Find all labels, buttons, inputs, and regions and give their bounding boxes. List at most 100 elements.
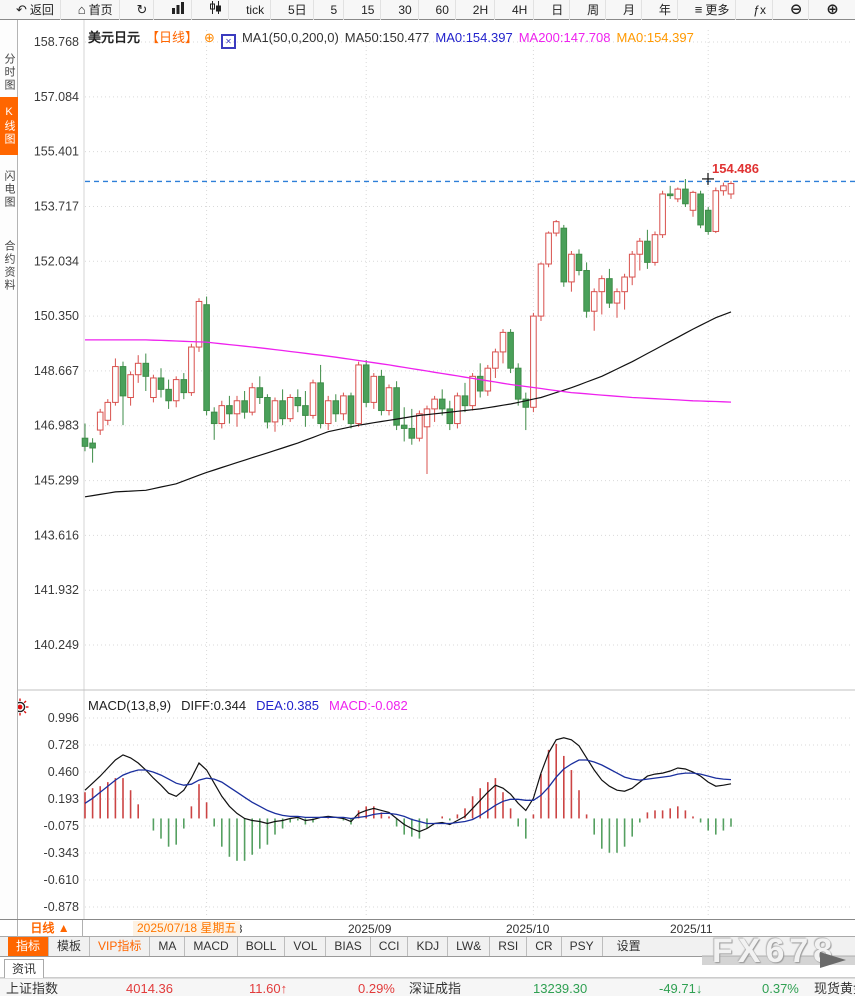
candle xyxy=(530,312,537,413)
period-week-button[interactable]: 周 xyxy=(581,0,607,20)
sidebar-item-time-chart[interactable]: 分时图 xyxy=(3,52,15,92)
macd-tick-label: 0.728 xyxy=(48,738,79,752)
candle xyxy=(568,250,575,292)
indicator-toolbar: 指标 模板 VIP指标 MA MACD BOLL VOL BIAS CCI KDJ LW& RSI CR… xyxy=(0,937,855,957)
ticker-change[interactable]: -49.71↓ xyxy=(659,981,703,996)
home-button[interactable]: ⌂ 首页 xyxy=(72,0,120,20)
candle xyxy=(104,399,112,426)
crosshair-date-tooltip: 2025/07/18 星期五 xyxy=(133,921,241,936)
ticker-change[interactable]: 11.60↑ xyxy=(249,981,288,996)
candle xyxy=(507,329,514,374)
ticker-name[interactable]: 上证指数 xyxy=(6,981,59,996)
period-tick-button[interactable]: tick xyxy=(240,0,272,20)
candle xyxy=(674,187,682,203)
candle xyxy=(180,373,188,400)
back-button[interactable]: ↶ 返回 xyxy=(10,0,61,20)
fx-function-button[interactable]: ƒx xyxy=(747,0,773,20)
period-2h-button-label: 2H xyxy=(472,2,489,17)
candle xyxy=(264,394,271,429)
y-axis-tick-label: 143.616 xyxy=(34,528,79,542)
indicator-tab-MACD[interactable]: MACD xyxy=(185,937,238,956)
candle xyxy=(317,364,324,429)
y-axis-tick-label: 146.983 xyxy=(34,419,79,433)
indicator-tab-BOLL[interactable]: BOLL xyxy=(238,937,286,956)
indicator-tab-KDJ[interactable]: KDJ xyxy=(408,937,449,956)
candle xyxy=(142,353,150,391)
candle xyxy=(476,363,484,398)
indicator-tab-指标[interactable]: 指标 xyxy=(8,937,50,956)
symbol-name: 美元日元 xyxy=(88,30,141,45)
candle xyxy=(461,382,469,413)
ticker-name[interactable]: 深证成指 xyxy=(409,981,462,996)
indicator-tab-CCI[interactable]: CCI xyxy=(371,937,409,956)
period-tick-button-label: tick xyxy=(246,2,265,17)
macd-dea-line xyxy=(84,759,732,825)
candle xyxy=(613,288,621,318)
crosshair-icon xyxy=(702,172,714,185)
candle xyxy=(575,249,583,276)
add-indicator-icon[interactable]: ⊕ xyxy=(204,30,215,45)
fx-function-button-label: ƒx xyxy=(753,2,766,17)
refresh-button[interactable]: ↻ xyxy=(131,0,155,20)
period-5d-button[interactable]: 5日 xyxy=(282,0,314,20)
candle xyxy=(598,275,606,315)
ma-settings-icon[interactable]: ✕ xyxy=(220,34,236,49)
period-year-button[interactable]: 年 xyxy=(653,0,678,20)
candle xyxy=(241,390,248,419)
sidebar-item-kline-chart[interactable]: K线图 xyxy=(0,97,18,155)
home-button-label: 首页 xyxy=(88,2,113,17)
indicator-tab-CR[interactable]: CR xyxy=(527,937,562,956)
y-axis-tick-label: 153.717 xyxy=(34,199,79,213)
indicator-tab-设置[interactable]: 设置 xyxy=(616,939,641,953)
period-day-button[interactable]: 日 xyxy=(545,0,571,20)
candle xyxy=(385,384,393,416)
news-tab[interactable]: 资讯 xyxy=(4,959,44,979)
period-5m-button[interactable]: 5 xyxy=(325,0,345,20)
period-4h-button[interactable]: 4H xyxy=(506,0,535,20)
candle xyxy=(165,379,172,409)
indicator-tab-LW&[interactable]: LW& xyxy=(448,937,491,956)
indicator-tab-PSY[interactable]: PSY xyxy=(562,937,603,956)
period-month-button[interactable]: 月 xyxy=(617,0,643,20)
ticker-value[interactable]: 4014.36 xyxy=(126,981,173,996)
candle xyxy=(431,395,438,422)
sidebar-item-contract-info[interactable]: 合约资料 xyxy=(3,240,15,292)
market-ticker-bar: 上证指数 4014.36 11.60↑ 0.29% 深证成指 13239.30 -49.71… xyxy=(0,978,855,996)
ticker-name[interactable]: 现货黄金 xyxy=(814,981,855,996)
candle xyxy=(203,296,210,416)
zoom-out-button[interactable]: ⊖ xyxy=(784,0,810,20)
period-5m-button-label: 5 xyxy=(330,2,338,17)
ticker-pct[interactable]: 0.29% xyxy=(358,981,395,996)
zoom-in-button[interactable]: ⊕ xyxy=(820,0,845,20)
period-30m-button[interactable]: 30 xyxy=(392,0,419,20)
more-button-label: 更多 xyxy=(705,2,730,17)
indicator-tab-VOL[interactable]: VOL xyxy=(285,937,327,956)
indicator-tab-MA[interactable]: MA xyxy=(150,937,186,956)
candle xyxy=(628,250,636,286)
indicator-tab-RSI[interactable]: RSI xyxy=(490,937,528,956)
candle-chart-type-button[interactable] xyxy=(203,0,230,20)
bar-chart-type-button[interactable] xyxy=(165,0,193,20)
indicator-tab-BIAS[interactable]: BIAS xyxy=(326,937,371,956)
macd-params: MACD(13,8,9) xyxy=(88,698,172,713)
ticker-value[interactable]: 13239.30 xyxy=(533,981,588,996)
home-icon: ⌂ xyxy=(77,1,86,17)
ticker-pct[interactable]: 0.37% xyxy=(762,981,799,996)
more-button[interactable]: ≡ 更多 xyxy=(689,0,737,20)
period-year-button-label: 年 xyxy=(658,2,671,17)
period-selector-button[interactable]: 日线 ▲ xyxy=(17,920,83,937)
y-axis-tick-label: 158.768 xyxy=(34,35,79,49)
macd-dea-value: DEA:0.385 xyxy=(256,698,319,713)
ma200-value: MA200:147.708 xyxy=(518,30,611,45)
period-60m-button[interactable]: 60 xyxy=(430,0,456,20)
period-15m-button-label: 15 xyxy=(361,2,375,17)
indicator-tab-VIP指标[interactable]: VIP指标 xyxy=(90,937,151,956)
candle xyxy=(226,395,233,424)
sidebar-item-lightning-chart[interactable]: 闪电图 xyxy=(3,169,15,209)
candle xyxy=(150,374,157,403)
period-15m-button[interactable]: 15 xyxy=(355,0,382,20)
indicator-tab-模板[interactable]: 模板 xyxy=(49,937,91,956)
period-2h-button[interactable]: 2H xyxy=(467,0,496,20)
candle xyxy=(279,389,286,426)
